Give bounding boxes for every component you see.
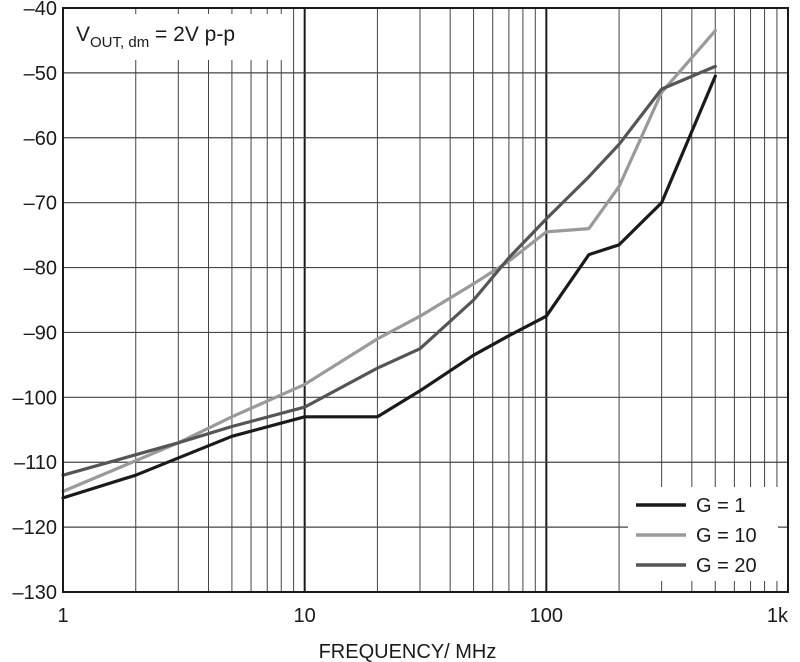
data-point [419,347,421,350]
x-tick-label: 100 [530,605,563,627]
data-point [545,231,548,233]
y-tick-label: –100 [13,387,58,409]
y-tick-label: –120 [13,517,58,539]
x-tick-label: 1k [767,605,789,627]
data-point [472,299,475,301]
annotation-subscript: OUT, dm [90,34,149,51]
y-tick-label: –70 [24,193,57,215]
y-tick-labels: –40 –50 –60 –70 –80 –90 –100 –110 –120 –130 [13,0,58,604]
annotation-suffix: = 2V p-p [149,23,235,46]
data-point [618,185,620,188]
data-point [134,474,137,477]
data-point [588,253,590,256]
legend: G = 1 G = 10 G = 20 [628,487,778,581]
data-point [376,416,379,418]
data-point [508,334,510,337]
data-point [588,175,590,178]
annotation-background [69,14,291,60]
data-point [177,442,180,444]
data-point [714,29,717,32]
y-tick-label: –90 [24,322,57,344]
data-point [231,435,233,438]
data-point [419,315,421,318]
data-point [376,338,379,340]
data-point [508,257,510,259]
data-point [303,383,306,386]
series-layer [61,29,717,500]
data-point [231,425,233,428]
data-point [231,416,233,418]
data-point [472,354,475,357]
y-tick-label: –50 [24,63,57,85]
data-point [472,283,475,285]
data-point [660,201,663,204]
annotation-prefix: V [76,23,90,46]
annotation-text: VOUT, dm = 2V p-p [76,23,235,51]
x-tick-label: 10 [294,605,316,627]
data-point [419,390,421,392]
legend-label: G = 1 [696,495,745,517]
plot-border [62,7,789,593]
y-tick-label: –80 [24,258,57,280]
data-point [303,406,306,408]
legend-label: G = 20 [696,555,757,577]
data-point [303,416,306,418]
x-tick-labels: 1 10 100 1k [57,605,789,627]
x-tick-label: 1 [57,605,68,627]
data-point [545,218,548,220]
data-point [588,227,590,230]
data-point [618,143,620,146]
data-point [660,88,663,90]
data-point [714,65,717,68]
data-point [376,367,379,369]
y-tick-label: –40 [24,0,57,20]
data-point [618,244,620,246]
data-point [714,75,717,77]
annotation-box: VOUT, dm = 2V p-p [69,14,291,60]
legend-label: G = 10 [696,525,757,547]
y-tick-label: –130 [13,582,58,604]
y-tick-label: –110 [14,452,57,474]
y-tick-label: –60 [24,128,57,150]
x-axis-label: FREQUENCY/ MHz [319,641,497,662]
data-point [545,315,548,318]
